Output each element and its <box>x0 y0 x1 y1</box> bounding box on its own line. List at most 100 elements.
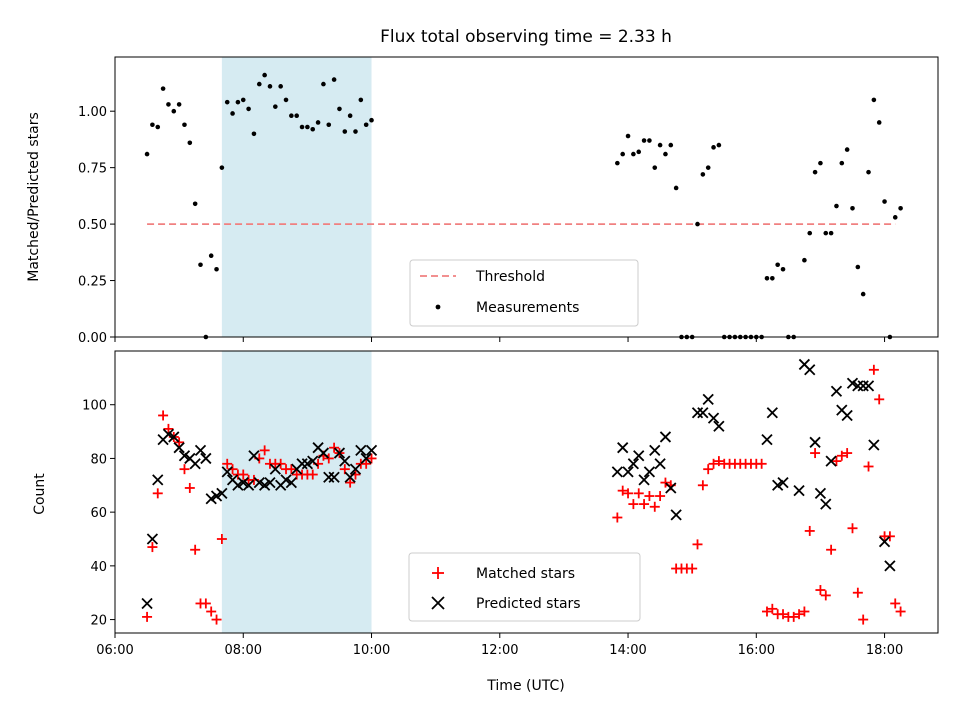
matched-stars-point <box>174 437 185 448</box>
measurement-point <box>882 199 887 204</box>
matched-stars-point <box>612 512 623 523</box>
matched-stars-point <box>655 491 666 502</box>
bottom-y-axis-label: Count <box>32 473 48 515</box>
x-tick-label: 12:00 <box>481 643 518 658</box>
measurement-point <box>807 230 813 236</box>
predicted-stars-point <box>365 444 378 457</box>
matched-stars-point <box>799 606 810 617</box>
measurement-point <box>844 147 850 152</box>
measurement-point <box>700 172 706 177</box>
predicted-stars-point <box>339 455 351 467</box>
matched-stars-point <box>339 464 350 475</box>
measurement-point <box>363 122 369 128</box>
measurement-point <box>625 133 631 139</box>
matched-stars-point <box>810 448 821 459</box>
matched-stars-point <box>238 469 249 480</box>
x-axis-label: Time (UTC) <box>486 678 564 694</box>
measurement-point <box>198 262 203 268</box>
measurement-point <box>182 122 187 128</box>
matched-stars-point <box>884 531 895 542</box>
matched-stars-point <box>644 491 655 502</box>
legend-predicted-swatch <box>431 596 445 610</box>
predicted-stars-point <box>360 452 372 465</box>
measurement-point <box>834 203 839 209</box>
predicted-stars-point <box>846 377 859 389</box>
predicted-stars-point <box>761 433 773 446</box>
predicted-stars-point <box>772 479 784 491</box>
predicted-stars-point <box>162 428 175 440</box>
predicted-stars-point <box>328 471 340 483</box>
measurement-point <box>230 111 235 116</box>
measurement-point <box>711 145 716 150</box>
measurement-point <box>860 291 866 297</box>
x-tick-label: 10:00 <box>353 643 390 658</box>
matched-stars-point <box>184 482 195 493</box>
legend-measurements-label: Measurements <box>476 300 579 316</box>
predicted-stars-point <box>333 447 346 459</box>
predicted-stars-point <box>173 442 185 454</box>
matched-stars-point <box>628 499 639 510</box>
predicted-stars-point <box>168 431 180 443</box>
predicted-stars-point <box>189 458 201 470</box>
measurement-point <box>716 142 722 148</box>
measurement-point <box>187 140 193 146</box>
predicted-stars-point <box>205 493 217 505</box>
measurement-point <box>828 230 834 236</box>
measurement-point <box>331 77 337 82</box>
measurement-point <box>871 97 877 103</box>
measurement-point <box>294 113 300 119</box>
matched-stars-point <box>842 448 853 459</box>
measurement-point <box>775 262 780 268</box>
legend-predicted-label: Predicted stars <box>476 596 581 612</box>
measurement-point <box>166 102 171 107</box>
measurement-point <box>208 253 214 259</box>
y-tick-label: 100 <box>82 399 107 414</box>
predicted-stars-point <box>210 490 223 502</box>
predicted-stars-point <box>633 450 645 462</box>
matched-stars-point <box>687 563 698 574</box>
matched-stars-point <box>847 523 858 534</box>
matched-stars-point <box>639 499 650 510</box>
matched-stars-point <box>361 458 372 469</box>
matched-stars-point <box>216 534 227 544</box>
matched-stars-point <box>858 614 869 625</box>
y-tick-label: 0.00 <box>78 331 107 346</box>
top-panel: 0.00 0.25 0.50 0.75 1.00 Flux total observin… <box>26 27 939 346</box>
measurement-point <box>668 142 674 148</box>
measurement-point <box>369 117 374 123</box>
matched-stars-point <box>708 458 719 469</box>
predicted-stars-point <box>296 458 308 470</box>
matched-stars-point <box>366 453 377 464</box>
y-tick-label: 60 <box>90 506 107 521</box>
observing-span <box>221 351 372 633</box>
matched-stars-point <box>200 598 211 609</box>
x-tick-label: 08:00 <box>225 643 262 658</box>
measurement-point <box>214 266 219 272</box>
measurement-point <box>246 106 251 112</box>
matched-stars-point <box>788 611 799 622</box>
matched-stars-point <box>890 598 901 609</box>
measurement-point <box>892 215 898 220</box>
predicted-stars-point <box>814 487 827 499</box>
matched-stars-point <box>142 611 153 622</box>
measurement-point <box>823 230 829 236</box>
x-tick-label: 16:00 <box>738 643 775 658</box>
measurement-point <box>663 151 668 157</box>
measurement-point <box>850 205 855 211</box>
legend-threshold-label: Threshold <box>475 269 545 285</box>
matched-stars-point <box>761 606 772 617</box>
predicted-stars-point <box>702 393 714 405</box>
legend-measurements-swatch <box>435 304 441 310</box>
measurement-point <box>267 84 273 89</box>
chart-title: Flux total observing time = 2.33 h <box>380 27 672 47</box>
predicted-stars-point <box>178 450 191 462</box>
predicted-stars-point <box>713 420 725 432</box>
matched-stars-point <box>703 464 714 475</box>
matched-stars-point <box>692 539 703 550</box>
predicted-stars-point <box>825 455 837 467</box>
matched-stars-point <box>794 609 805 620</box>
measurement-point <box>358 97 364 103</box>
measurement-point <box>839 160 845 166</box>
matched-stars-point <box>713 456 724 467</box>
measurement-point <box>278 84 283 89</box>
